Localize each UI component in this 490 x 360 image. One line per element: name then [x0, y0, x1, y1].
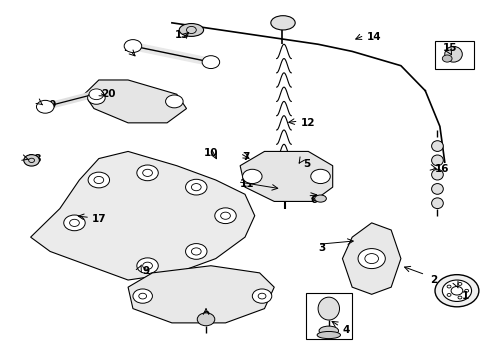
Text: 5: 5 [303, 159, 311, 169]
Text: 11: 11 [240, 179, 255, 189]
Polygon shape [128, 266, 274, 323]
Text: 3: 3 [318, 243, 325, 253]
Text: 2: 2 [430, 275, 438, 285]
Ellipse shape [24, 155, 39, 166]
Text: 21: 21 [123, 43, 138, 53]
Ellipse shape [133, 289, 152, 303]
Polygon shape [84, 80, 187, 123]
Text: 4: 4 [343, 325, 350, 335]
Text: 13: 13 [174, 30, 189, 40]
Ellipse shape [445, 46, 462, 62]
Ellipse shape [252, 289, 272, 303]
Ellipse shape [271, 16, 295, 30]
Ellipse shape [432, 141, 443, 152]
Ellipse shape [137, 165, 158, 181]
Text: 16: 16 [435, 164, 449, 174]
Ellipse shape [137, 258, 158, 274]
Text: 1: 1 [462, 291, 469, 301]
Text: 20: 20 [101, 89, 116, 99]
Bar [435, 41, 474, 69]
Text: 18: 18 [28, 154, 43, 163]
Ellipse shape [215, 208, 236, 224]
Text: 15: 15 [442, 43, 457, 53]
Ellipse shape [319, 326, 339, 336]
Text: 10: 10 [204, 148, 218, 158]
Ellipse shape [202, 56, 220, 68]
Text: 14: 14 [367, 32, 381, 42]
Bar [306, 293, 352, 339]
Text: 17: 17 [92, 214, 106, 224]
Polygon shape [30, 152, 255, 280]
Ellipse shape [88, 172, 110, 188]
Ellipse shape [318, 297, 340, 320]
Ellipse shape [197, 313, 215, 326]
Text: 6: 6 [311, 195, 318, 204]
Text: 19: 19 [43, 100, 57, 110]
Polygon shape [240, 152, 333, 202]
Ellipse shape [442, 55, 452, 62]
Ellipse shape [186, 179, 207, 195]
Ellipse shape [311, 169, 330, 184]
Ellipse shape [315, 195, 326, 202]
Ellipse shape [88, 91, 105, 104]
Ellipse shape [435, 275, 479, 307]
Ellipse shape [124, 40, 142, 53]
Ellipse shape [432, 184, 443, 194]
Text: 7: 7 [243, 152, 250, 162]
Ellipse shape [243, 169, 262, 184]
Ellipse shape [358, 249, 385, 269]
Ellipse shape [36, 100, 54, 113]
Ellipse shape [89, 89, 104, 100]
Ellipse shape [64, 215, 85, 231]
Ellipse shape [442, 280, 471, 301]
Polygon shape [343, 223, 401, 294]
Ellipse shape [432, 169, 443, 180]
Text: 8: 8 [202, 311, 210, 321]
Ellipse shape [186, 244, 207, 259]
Ellipse shape [179, 23, 203, 36]
Ellipse shape [432, 198, 443, 208]
Ellipse shape [432, 155, 443, 166]
Ellipse shape [317, 332, 341, 339]
Text: 9: 9 [143, 266, 150, 276]
Ellipse shape [166, 95, 183, 108]
Text: 12: 12 [301, 118, 316, 128]
